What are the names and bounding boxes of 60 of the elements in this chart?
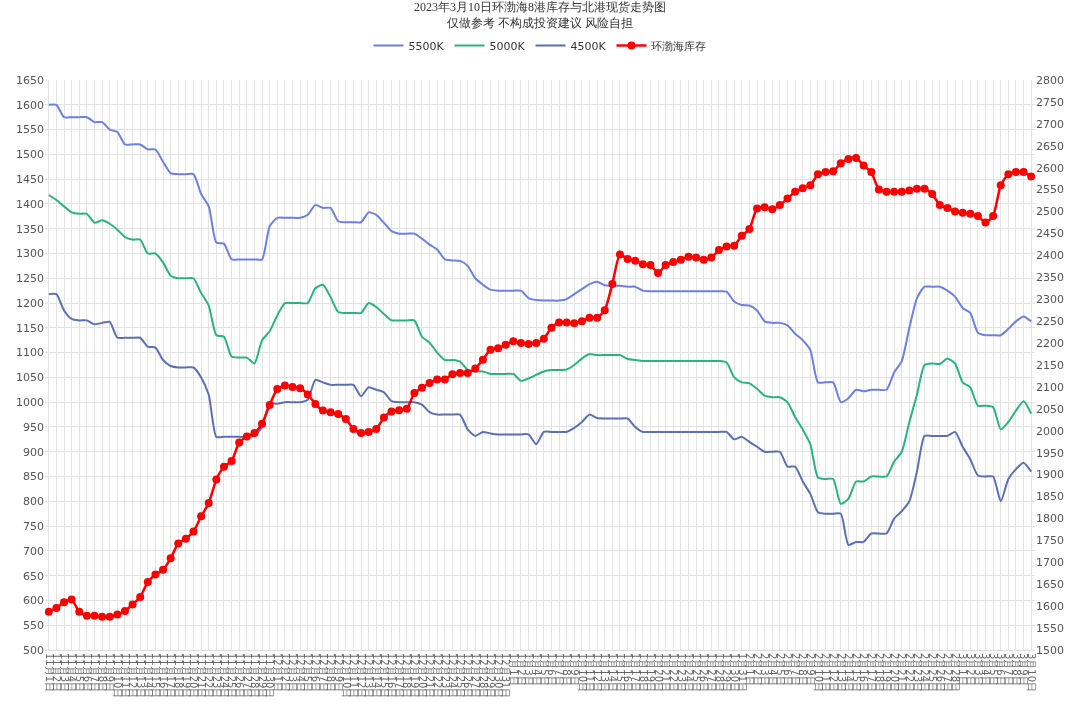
y2-tick-label: 1600: [1036, 600, 1064, 613]
y-tick-label: 1150: [16, 321, 44, 335]
y2-tick-label: 2300: [1036, 293, 1064, 307]
y2-tick-label: 2750: [1036, 95, 1064, 109]
y-tick-label: 900: [23, 445, 44, 459]
y2-tick-label: 1650: [1036, 578, 1064, 592]
y2-tick-label: 1800: [1036, 512, 1064, 526]
y2-tick-label: 2600: [1036, 161, 1064, 175]
legend-label: 5500K: [408, 39, 445, 53]
y2-tick-label: 1900: [1036, 468, 1064, 482]
legend-label: 4500K: [570, 39, 607, 53]
y-tick-label: 1000: [16, 396, 44, 410]
legend-label: 5000K: [489, 39, 526, 53]
chart-title: 2023年3月10日环渤海8港库存与北港现货走势图: [414, 0, 666, 14]
y2-tick-label: 2800: [1036, 73, 1064, 87]
y2-tick-label: 2450: [1036, 227, 1064, 241]
y2-tick-label: 1750: [1036, 534, 1064, 548]
y2-tick-label: 2350: [1036, 271, 1064, 285]
y-tick-label: 950: [23, 420, 44, 434]
y2-tick-label: 2650: [1036, 139, 1064, 153]
y-tick-label: 1200: [16, 296, 44, 310]
y2-tick-label: 1500: [1036, 643, 1064, 657]
y-tick-label: 600: [23, 594, 44, 608]
y2-tick-label: 1850: [1036, 490, 1064, 504]
y-tick-label: 1500: [16, 148, 44, 162]
y-tick-label: 1100: [16, 346, 44, 360]
y-tick-label: 850: [23, 470, 44, 484]
y2-tick-label: 1700: [1036, 556, 1064, 570]
y-tick-label: 1050: [16, 371, 44, 385]
y-tick-label: 1250: [16, 272, 44, 286]
y2-tick-label: 2550: [1036, 183, 1064, 197]
chart-subtitle: 仅做参考 不构成投资建议 风险自担: [447, 15, 633, 30]
y-tick-label: 650: [23, 569, 44, 583]
y2-tick-label: 2250: [1036, 315, 1064, 328]
legend-label: 环渤海库存: [651, 39, 707, 53]
y2-tick-label: 2000: [1036, 424, 1064, 438]
y-tick-label: 1550: [16, 123, 44, 137]
y2-tick-label: 1950: [1036, 446, 1064, 460]
y2-tick-label: 2150: [1036, 358, 1064, 372]
y2-tick-label: 2200: [1036, 336, 1064, 350]
y2-tick-label: 2100: [1036, 380, 1064, 394]
y-tick-label: 1400: [16, 197, 44, 211]
line-series: [47, 293, 1033, 546]
y2-tick-label: 1550: [1036, 621, 1064, 635]
y-tick-label: 1300: [16, 247, 44, 261]
y2-tick-label: 2700: [1036, 117, 1064, 131]
line-series: [47, 193, 1033, 505]
y-tick-label: 1350: [16, 222, 44, 236]
y-tick-label: 1450: [16, 172, 44, 186]
y-tick-label: 800: [23, 495, 44, 509]
y-tick-label: 750: [23, 519, 44, 533]
y2-tick-label: 2050: [1036, 402, 1064, 416]
y-tick-label: 550: [23, 619, 44, 633]
line-series: [47, 103, 1033, 404]
y-tick-label: 500: [23, 643, 44, 657]
y2-tick-label: 2500: [1036, 205, 1064, 219]
y2-tick-label: 2400: [1036, 249, 1064, 263]
y-tick-label: 700: [23, 544, 44, 558]
y-tick-label: 1600: [16, 98, 44, 112]
y-tick-label: 1650: [16, 73, 44, 87]
